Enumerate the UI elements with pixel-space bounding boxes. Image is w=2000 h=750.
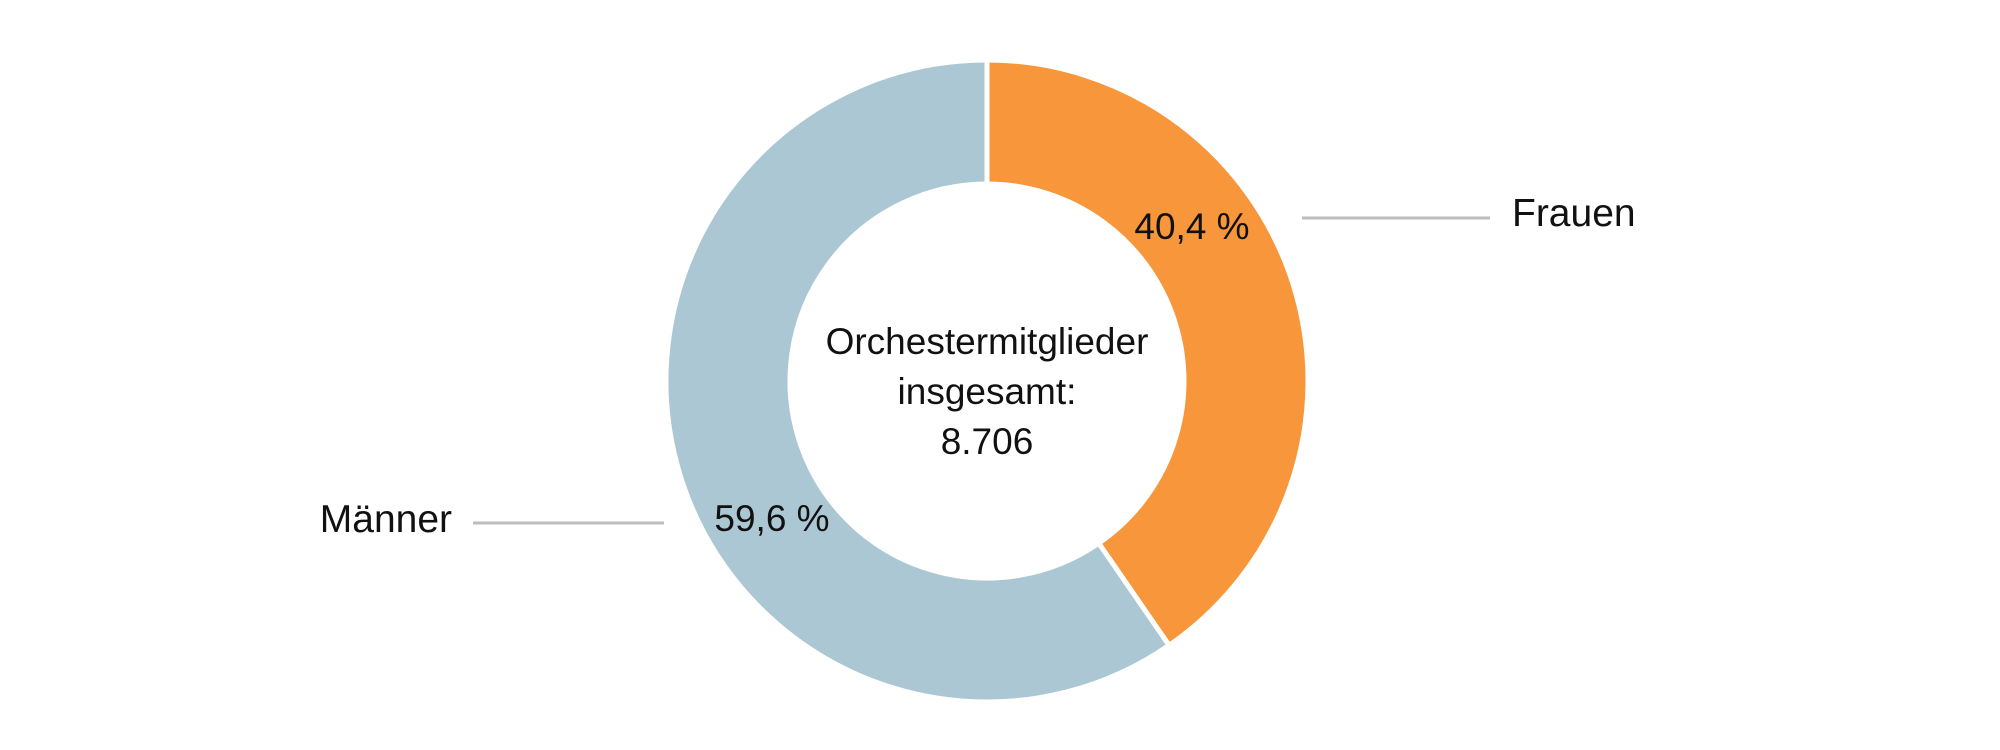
leader-lines [473, 216, 1490, 525]
slice-value-label-frauen: 40,4 % [1134, 206, 1249, 247]
slice-value-label-maenner: 59,6 % [714, 498, 829, 539]
slices-layer [663, 57, 1311, 705]
slice-frauen [984, 57, 1311, 649]
legend-label-maenner: Männer [320, 498, 452, 541]
legend-label-frauen: Frauen [1512, 192, 1636, 235]
center-label: Orchestermitglieder insgesamt: 8.706 [826, 321, 1149, 462]
slice-maenner [663, 57, 1173, 705]
labels-layer: 40,4 % 59,6 % Frauen Männer [320, 192, 1636, 541]
center-label-line-2: insgesamt: [898, 371, 1077, 412]
center-label-line-1: Orchestermitglieder [826, 321, 1149, 362]
center-label-total: 8.706 [941, 421, 1034, 462]
